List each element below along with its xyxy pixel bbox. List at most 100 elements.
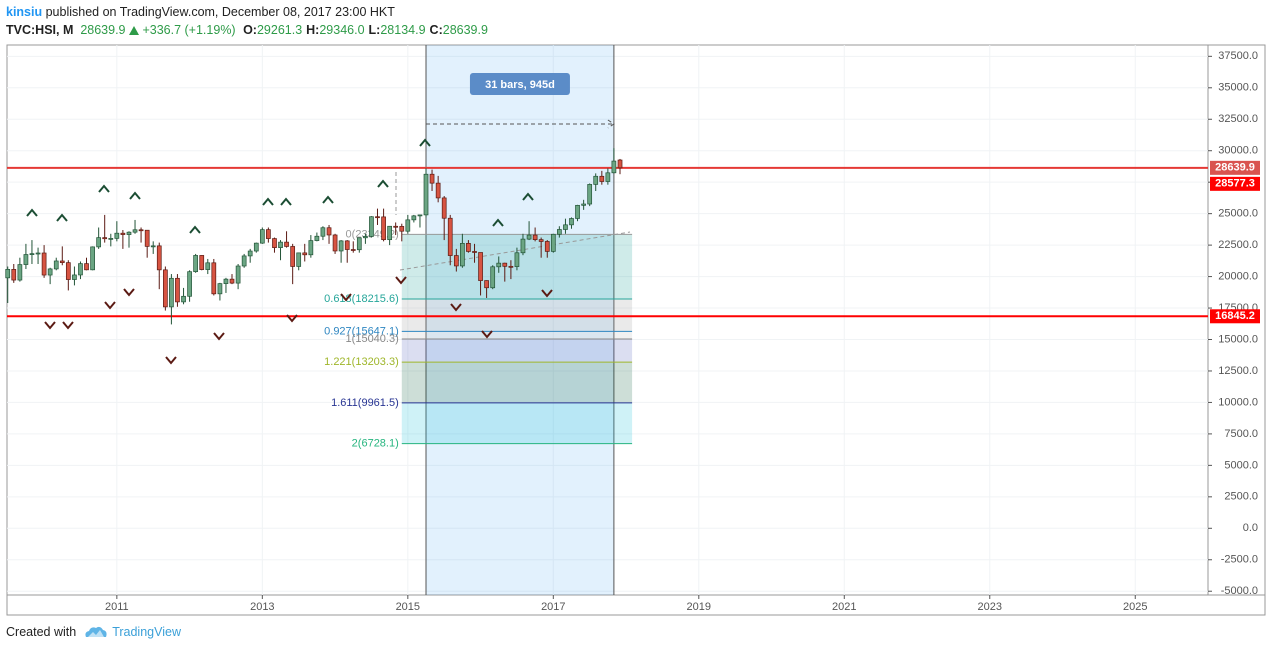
y-tick-label: -5000.0	[1221, 585, 1258, 597]
y-tick-label: 22500.0	[1218, 239, 1258, 251]
y-tick-label: 25000.0	[1218, 208, 1258, 220]
candle-body	[235, 265, 241, 284]
fib-band	[401, 331, 633, 340]
candle-body	[296, 252, 302, 267]
candle-body	[338, 240, 344, 252]
plot-frame	[6, 44, 1209, 596]
candle-body	[411, 215, 417, 221]
candle-body	[199, 255, 205, 270]
candle-body	[417, 214, 423, 217]
fib-band	[401, 362, 633, 403]
candle-body	[593, 175, 599, 185]
candle-body	[611, 160, 617, 174]
candle-body	[350, 249, 356, 251]
pivot-low	[213, 332, 225, 341]
candle-body	[29, 253, 35, 255]
x-tick-label: 2017	[541, 601, 565, 613]
price-tag	[1210, 160, 1260, 175]
candle-body	[381, 216, 386, 241]
y-tick-label: 30000.0	[1218, 145, 1258, 157]
y-tick-label: 32500.0	[1218, 113, 1258, 125]
pivot-high	[189, 225, 201, 234]
candle-body	[326, 227, 332, 236]
candle-body	[544, 241, 550, 252]
pivot-high	[522, 192, 534, 201]
candle-body	[405, 219, 411, 232]
x-tick-label: 2011	[105, 601, 129, 613]
candle-body	[526, 234, 532, 240]
pivot-high	[492, 218, 504, 227]
candle-body	[599, 175, 605, 182]
x-tick-label: 2023	[978, 601, 1002, 613]
symbol: TVC:HSI, M	[6, 23, 74, 37]
pivot-low	[395, 276, 407, 285]
candle-body	[53, 260, 59, 270]
x-tick-label: 2015	[396, 601, 420, 613]
candle-body	[563, 224, 568, 230]
candle-body	[102, 237, 108, 240]
range-arrow	[426, 119, 615, 129]
candle-body	[223, 278, 229, 284]
candle-body	[59, 260, 65, 263]
candle-body	[205, 262, 211, 270]
pivot-high	[377, 179, 389, 188]
candle-body	[120, 232, 126, 235]
fib-label: 1.611(9961.5)	[331, 397, 399, 409]
candle-body	[78, 263, 83, 276]
x-tick-label: 2021	[832, 601, 856, 613]
candle-body	[211, 262, 217, 295]
pivot-low	[123, 288, 135, 297]
candle-body	[65, 262, 71, 280]
candle-body	[150, 245, 156, 248]
candle-body	[114, 232, 120, 239]
candle-body	[447, 217, 453, 256]
y-tick-label: 12500.0	[1218, 365, 1258, 377]
pivot-high	[56, 213, 68, 222]
pivot-low	[165, 356, 177, 365]
logo	[85, 626, 107, 637]
candle-body	[429, 173, 435, 184]
candle-body	[72, 274, 77, 280]
pivot-low	[286, 314, 298, 323]
candle-body	[508, 265, 514, 268]
candle-body	[320, 227, 326, 237]
y-tick-label: 37500.0	[1218, 50, 1258, 62]
pivot-high	[280, 197, 292, 206]
ohlc-value: 29261.3	[256, 23, 303, 37]
candle-body	[617, 159, 623, 169]
x-tick-label: 2019	[687, 601, 711, 613]
candle-body	[363, 236, 368, 239]
change: +336.7 (+1.19%)	[142, 23, 236, 37]
price-tag-label: 28639.9	[1215, 162, 1255, 174]
candle-body	[266, 229, 271, 239]
candle-body	[17, 264, 23, 281]
candle-body	[90, 246, 95, 271]
y-tick-label: 35000.0	[1218, 82, 1258, 94]
y-tick-label: 5000.0	[1224, 459, 1258, 471]
fib-label: 0.618(18215.6)	[324, 293, 399, 305]
candle-body	[126, 231, 132, 235]
candle-body	[441, 197, 447, 219]
candle-body	[229, 278, 235, 284]
candle-body	[163, 269, 168, 308]
footer: Created with TradingView	[6, 625, 181, 639]
candle-body	[375, 216, 380, 219]
candle-body	[460, 243, 465, 267]
symbol-line: TVC:HSI, M 28639.9 +336.7 (+1.19%) O:292…	[6, 21, 488, 39]
pivot-high	[129, 191, 141, 200]
author: kinsiu	[6, 5, 43, 19]
candle-body	[496, 262, 502, 268]
candle-body	[47, 268, 53, 276]
candle-body	[308, 240, 314, 256]
trend-dash	[395, 172, 631, 271]
candle-body	[478, 252, 483, 281]
x-tick-label: 2025	[1123, 601, 1147, 613]
footer-text: Created with	[6, 625, 77, 639]
candle-body	[587, 184, 593, 205]
price-tag	[1210, 176, 1260, 191]
range-label-box	[469, 73, 570, 95]
price-tag	[1210, 309, 1260, 324]
ohlc-value: 29346.0	[319, 23, 365, 37]
pivot-high	[98, 184, 110, 193]
fib-band	[401, 299, 633, 332]
